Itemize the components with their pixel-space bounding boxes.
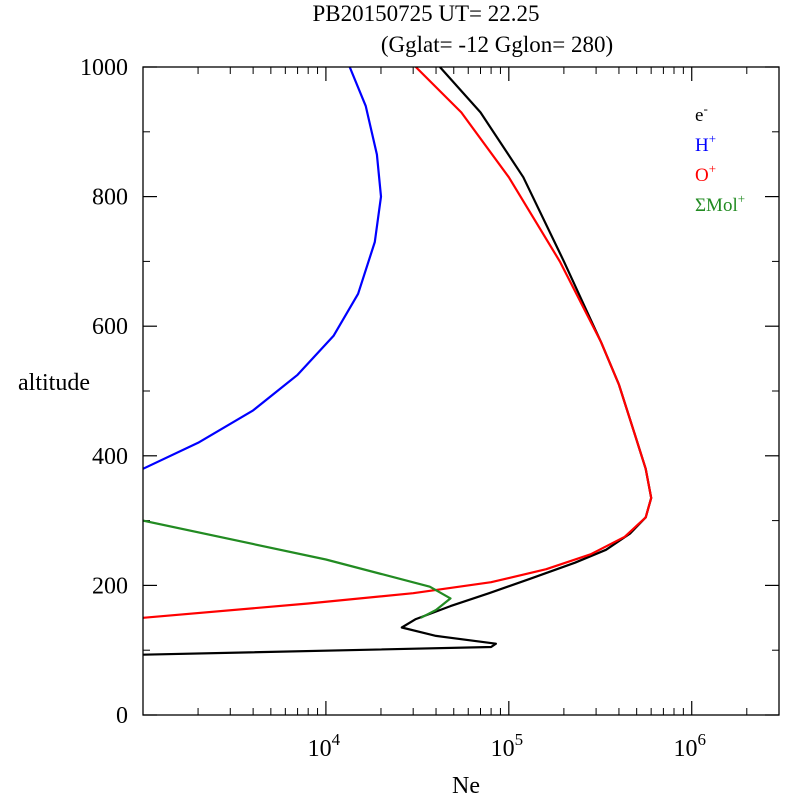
legend: e- H+ O+ ΣMol+	[695, 101, 745, 216]
series-group	[143, 67, 653, 656]
legend-entry: ΣMol+	[695, 191, 745, 216]
y-tick-label: 800	[92, 185, 128, 211]
y-tick-label: 600	[92, 314, 128, 340]
title-text: PB20150725 UT= 22.25	[312, 1, 539, 26]
series-line-h	[143, 67, 383, 470]
chart-title: PB20150725 UT= 22.25 (Gglat= -12 Gglon= …	[312, 1, 613, 57]
legend-entry: O+	[695, 161, 716, 186]
plot-frame	[142, 66, 780, 716]
legend-entry: e-	[695, 101, 708, 126]
series-line-o	[143, 67, 653, 619]
x-tick-labels: 104 105 106	[308, 730, 706, 762]
x-tick-label: 104	[308, 730, 341, 762]
y-tick-label: 1000	[80, 55, 128, 81]
legend-entry: H+	[695, 131, 716, 156]
x-axis-label: Ne	[452, 773, 480, 796]
y-tick-label: 200	[92, 573, 128, 599]
y-tick-labels: 0 200 400 600 800 1000	[80, 55, 128, 729]
y-tick-label: 400	[92, 444, 128, 470]
x-tick-label: 105	[491, 730, 523, 762]
axis-ticks	[143, 66, 779, 716]
y-axis-label: altitude	[18, 370, 90, 396]
x-tick-label: 106	[673, 730, 706, 762]
series-line-mol	[143, 519, 452, 619]
subtitle-text: (Gglat= -12 Gglon= 280)	[381, 32, 613, 57]
series-line-e	[143, 67, 653, 656]
y-tick-label: 0	[116, 703, 128, 729]
